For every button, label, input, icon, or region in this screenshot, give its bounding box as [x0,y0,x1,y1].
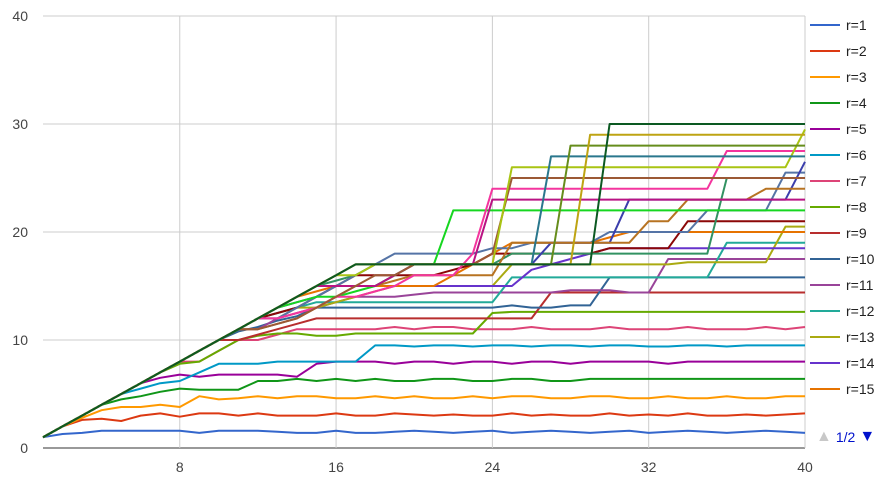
legend-swatch [810,310,840,312]
legend-swatch [810,50,840,52]
legend-swatch [810,362,840,364]
y-tick-label: 20 [12,224,28,240]
legend-item[interactable]: r=15 [810,376,896,402]
series-lines [42,123,806,439]
legend-label: r=1 [846,17,867,33]
series-line-19 [42,161,806,439]
legend-swatch [810,24,840,26]
legend-item[interactable]: r=14 [810,350,896,376]
legend-label: r=7 [846,173,867,189]
legend-swatch [810,258,840,260]
x-tick-label: 24 [485,459,501,475]
legend-swatch [810,388,840,390]
x-tick-label: 16 [328,459,344,475]
legend-swatch [810,284,840,286]
y-tick-label: 40 [12,8,28,24]
series-line-5 [42,360,805,439]
legend: r=1 r=2 r=3 r=4 r=5 r=6 r=7 r=8 r=9 r=10 r=11 r=12 r… [810,12,896,402]
legend-swatch [810,180,840,182]
legend-swatch [810,206,840,208]
legend-item[interactable]: r=12 [810,298,896,324]
legend-item[interactable]: r=2 [810,38,896,64]
page-indicator: 1/2 [835,429,856,445]
legend-swatch [810,154,840,156]
x-tick-label: 8 [176,459,184,475]
legend-label: r=14 [846,355,875,371]
x-tick-label: 40 [797,459,813,475]
legend-swatch [810,128,840,130]
legend-item[interactable]: r=4 [810,90,896,116]
legend-label: r=3 [846,69,867,85]
y-tick-label: 30 [12,116,28,132]
legend-swatch [810,232,840,234]
series-line-21 [42,209,805,439]
legend-swatch [810,336,840,338]
series-line-3 [42,395,805,439]
x-tick-label: 32 [641,459,657,475]
triangle-down-icon[interactable]: ▼ [859,428,876,445]
series-line-29 [42,123,805,439]
legend-pager: ▲ 1/2 ▼ [816,428,875,446]
series-line-25 [42,128,806,439]
legend-item[interactable]: r=9 [810,220,896,246]
legend-label: r=4 [846,95,867,111]
series-line-20 [42,187,805,439]
series-line-2 [42,412,806,439]
legend-item[interactable]: r=6 [810,142,896,168]
legend-label: r=11 [846,277,874,293]
series-line-26 [42,155,805,439]
legend-label: r=15 [846,381,875,397]
legend-label: r=5 [846,121,867,137]
legend-swatch [810,76,840,78]
legend-item[interactable]: r=13 [810,324,896,350]
axes: 0 10 20 30 40 8 16 24 32 40 [12,8,813,475]
legend-label: r=6 [846,147,867,163]
legend-item[interactable]: r=5 [810,116,896,142]
series-line-1 [42,429,806,439]
legend-item[interactable]: r=3 [810,64,896,90]
triangle-up-icon: ▲ [816,428,832,445]
y-tick-label: 0 [20,440,28,456]
grid-lines [43,15,806,449]
legend-item[interactable]: r=10 [810,246,896,272]
legend-item[interactable]: r=7 [810,168,896,194]
legend-swatch [810,102,840,104]
series-line-7 [42,326,806,439]
series-line-6 [42,344,805,439]
legend-item[interactable]: r=1 [810,12,896,38]
legend-label: r=9 [846,225,867,241]
legend-label: r=13 [846,329,875,345]
legend-label: r=2 [846,43,867,59]
legend-label: r=12 [846,303,875,319]
series-line-4 [42,377,805,439]
legend-label: r=8 [846,199,867,215]
legend-item[interactable]: r=11 [810,272,896,298]
legend-item[interactable]: r=8 [810,194,896,220]
legend-label: r=10 [846,251,875,267]
y-tick-label: 10 [12,332,28,348]
